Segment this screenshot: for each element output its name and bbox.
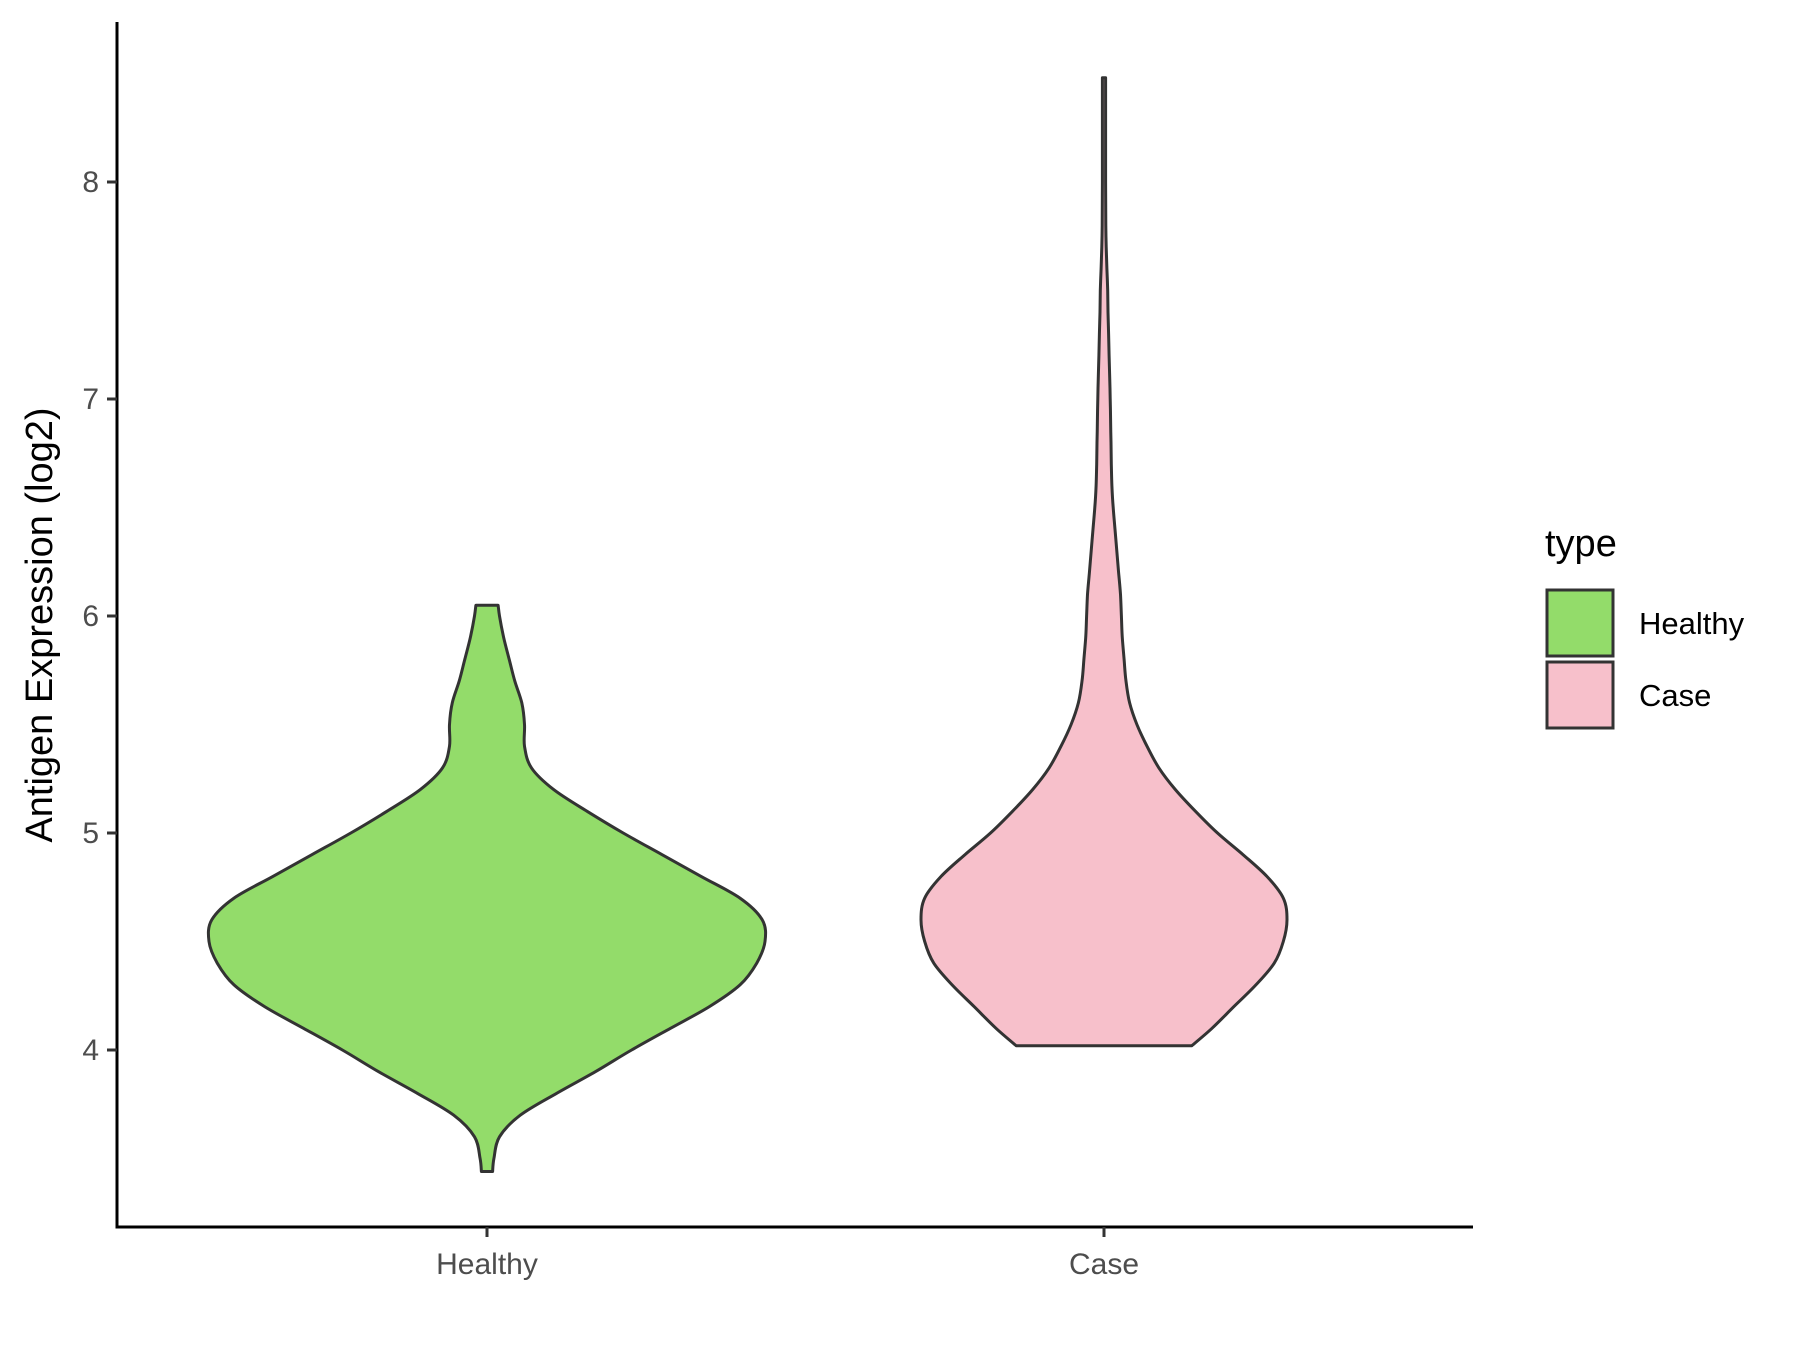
y-tick-label: 8 (82, 166, 99, 199)
x-tick-label: Healthy (436, 1248, 538, 1281)
legend-title: type (1545, 523, 1617, 565)
violin-case (919, 76, 1289, 1048)
violin-healthy (206, 603, 768, 1173)
y-ticks: 4 5 6 7 8 (82, 166, 117, 1067)
legend-swatch-case (1545, 660, 1615, 730)
legend-label-case: Case (1639, 678, 1711, 713)
legend-swatch-healthy (1545, 588, 1615, 658)
axes-layer (115, 22, 1473, 1229)
legend-label-healthy: Healthy (1639, 606, 1745, 641)
violins-layer (206, 76, 1289, 1173)
y-axis-title: Antigen Expression (log2) (19, 407, 61, 842)
x-tick-label: Case (1069, 1248, 1139, 1281)
y-tick-label: 7 (82, 383, 99, 416)
y-tick-label: 6 (82, 600, 99, 633)
legend: type Healthy Case (1545, 523, 1745, 730)
y-tick-label: 4 (82, 1034, 99, 1067)
y-tick-label: 5 (82, 817, 99, 850)
x-ticks: Healthy Case (436, 1227, 1139, 1281)
